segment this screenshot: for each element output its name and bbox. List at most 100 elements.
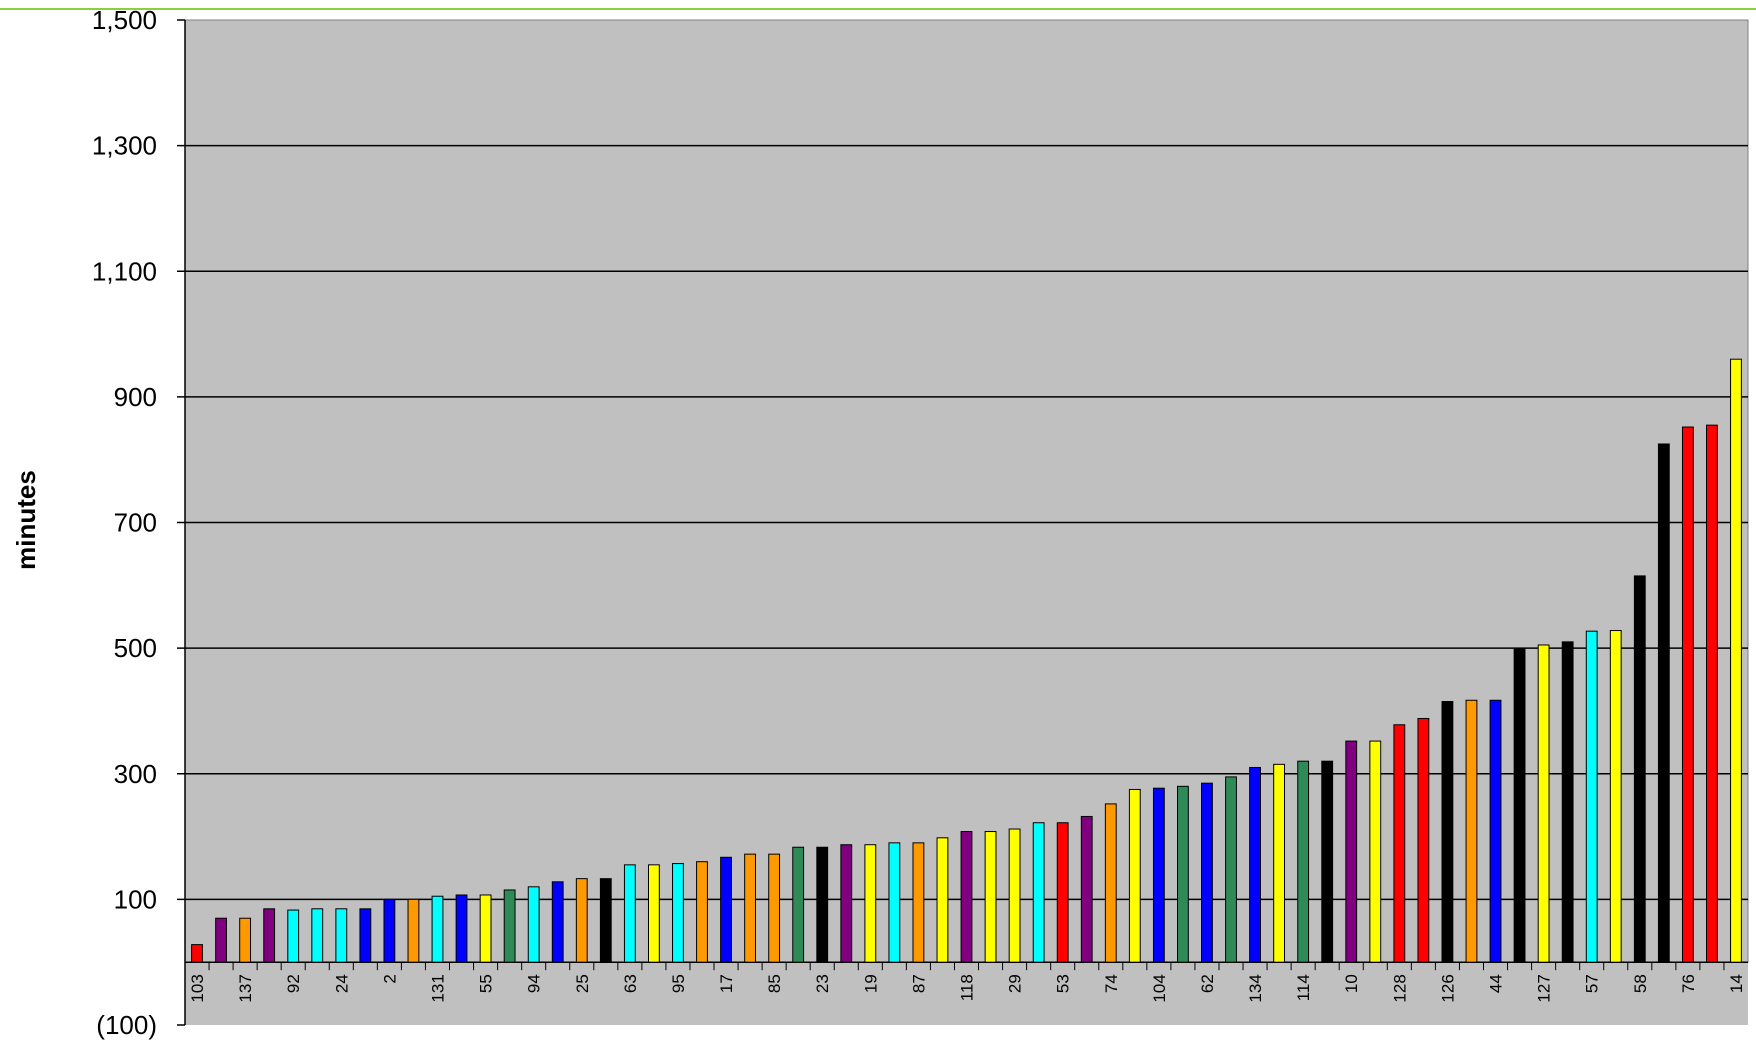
bar <box>191 944 203 963</box>
bar <box>1681 426 1694 963</box>
bar <box>1152 787 1165 963</box>
bar <box>1657 443 1670 963</box>
bar <box>1008 828 1021 963</box>
bar <box>1441 701 1454 963</box>
bar <box>431 895 444 963</box>
x-tick-label: 63 <box>621 974 640 993</box>
bar <box>1080 815 1093 963</box>
bar <box>335 908 348 963</box>
x-tick-label: 44 <box>1487 974 1506 993</box>
y-tick-label: 1,100 <box>92 256 157 286</box>
bar <box>768 853 781 963</box>
bar <box>503 889 516 963</box>
bar <box>1369 740 1382 963</box>
bar <box>1177 785 1189 963</box>
bar <box>792 846 805 963</box>
bar <box>936 837 949 963</box>
x-tick-label: 55 <box>477 974 496 993</box>
x-tick-label: 25 <box>573 974 592 993</box>
y-axis-label: minutes <box>11 470 41 570</box>
x-tick-label: 128 <box>1390 974 1409 1002</box>
y-tick-label: 500 <box>114 633 157 663</box>
bar <box>1730 358 1742 963</box>
y-tick-label: 900 <box>114 382 157 412</box>
x-tick-label: 53 <box>1054 974 1073 993</box>
bar <box>1128 788 1141 963</box>
bar <box>1249 766 1261 963</box>
top-accent-line <box>0 8 1756 10</box>
bar <box>1201 782 1213 963</box>
bar <box>1489 699 1502 963</box>
x-tick-label: 74 <box>1102 974 1121 993</box>
x-tick-label: 57 <box>1583 974 1602 993</box>
bar <box>1585 630 1598 963</box>
bar <box>527 886 540 963</box>
bar <box>912 842 925 963</box>
x-tick-label: 76 <box>1679 974 1698 993</box>
x-tick-label: 95 <box>669 974 688 993</box>
bar <box>1393 724 1406 963</box>
bar <box>263 908 276 963</box>
x-tick-label: 134 <box>1246 974 1265 1002</box>
plot-area <box>184 19 1749 963</box>
bar <box>816 846 829 963</box>
bar <box>239 917 252 963</box>
x-tick-label: 103 <box>188 974 207 1002</box>
bar <box>359 908 372 963</box>
bar <box>1225 776 1237 963</box>
y-tick-label: 300 <box>114 759 157 789</box>
bar <box>1537 644 1550 963</box>
bar <box>1345 740 1358 963</box>
y-tick-label: 100 <box>114 884 157 914</box>
bar <box>1297 760 1310 963</box>
bar <box>1561 641 1574 963</box>
bar <box>647 864 660 963</box>
x-tick-label: 131 <box>428 974 447 1002</box>
x-tick-label: 2 <box>380 974 399 983</box>
x-tick-label: 29 <box>1006 974 1025 993</box>
y-tick-label: 1,300 <box>92 131 157 161</box>
bar <box>864 844 877 963</box>
x-tick-label: 24 <box>332 974 351 993</box>
x-tick-label: 127 <box>1535 974 1554 1002</box>
y-tick-label: 700 <box>114 508 157 538</box>
x-tick-label: 17 <box>717 974 736 993</box>
bar <box>720 856 732 963</box>
x-tick-label: 118 <box>958 974 977 1001</box>
bar <box>215 917 227 963</box>
bar <box>1273 763 1286 963</box>
y-tick-label: (100) <box>96 1010 157 1040</box>
bar <box>479 894 492 963</box>
bar <box>1321 760 1334 963</box>
x-tick-label: 58 <box>1631 974 1650 993</box>
bar <box>1706 424 1718 963</box>
bar <box>287 909 300 963</box>
bar <box>407 898 420 963</box>
bar <box>1417 717 1430 963</box>
bar <box>984 831 997 963</box>
x-tick-label: 23 <box>813 974 832 993</box>
x-tick-label: 85 <box>765 974 784 993</box>
bar <box>1633 575 1646 963</box>
x-tick-label: 87 <box>909 974 928 993</box>
bar <box>840 844 853 963</box>
x-tick-label: 10 <box>1342 974 1361 993</box>
x-tick-label: 62 <box>1198 974 1217 993</box>
x-tick-label: 114 <box>1294 974 1313 1001</box>
x-tick-label: 92 <box>284 974 303 993</box>
bar <box>744 853 756 963</box>
bar <box>1056 822 1069 963</box>
x-tick-label: 14 <box>1727 974 1746 993</box>
x-tick-label: 104 <box>1150 974 1169 1002</box>
bar <box>311 908 324 963</box>
y-tick-label: 1,500 <box>92 5 157 35</box>
bar <box>960 831 973 963</box>
bar <box>599 878 612 963</box>
plot-area-below-zero <box>185 962 1748 1025</box>
bar <box>575 878 588 963</box>
bar <box>551 881 564 963</box>
bar <box>1465 699 1478 963</box>
bar <box>383 898 396 963</box>
bar <box>623 864 636 963</box>
